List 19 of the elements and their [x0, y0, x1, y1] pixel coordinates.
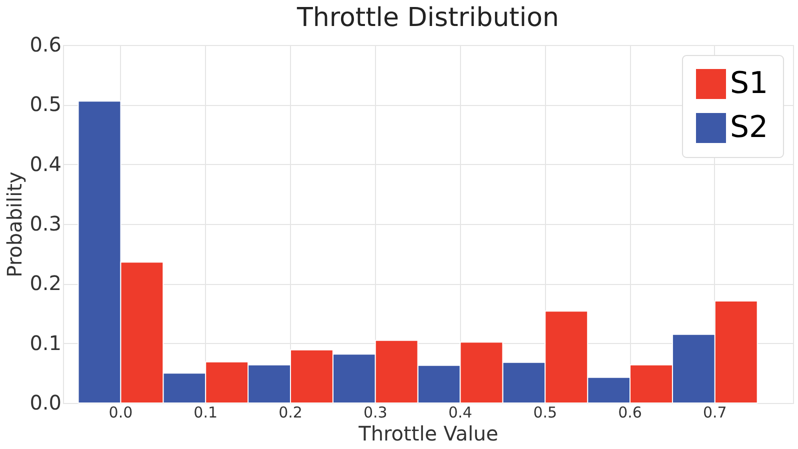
legend-label: S1 [730, 66, 768, 101]
x-tick-label: 0.7 [702, 404, 727, 422]
y-tick-label: 0.4 [30, 152, 62, 176]
x-tick-label: 0.2 [278, 404, 302, 422]
y-tick-label: 0.2 [30, 271, 62, 296]
chart-title: Throttle Distribution [296, 3, 559, 33]
y-tick-label: 0.3 [30, 212, 62, 236]
x-tick-label: 0.0 [108, 404, 133, 422]
x-axis-title: Throttle Value [358, 422, 498, 446]
x-tick-label: 0.5 [533, 404, 558, 422]
y-tick-label: 0.6 [30, 32, 62, 56]
y-tick-label: 0.1 [30, 330, 62, 355]
x-tick-label: 0.4 [448, 404, 472, 422]
x-tick-label: 0.3 [363, 404, 388, 422]
y-tick-label: 0.5 [30, 92, 62, 116]
y-axis-title: Probability [2, 171, 27, 278]
x-tick-label: 0.1 [194, 404, 218, 422]
legend-label: S2 [730, 110, 768, 145]
x-tick-label: 0.6 [618, 404, 642, 422]
